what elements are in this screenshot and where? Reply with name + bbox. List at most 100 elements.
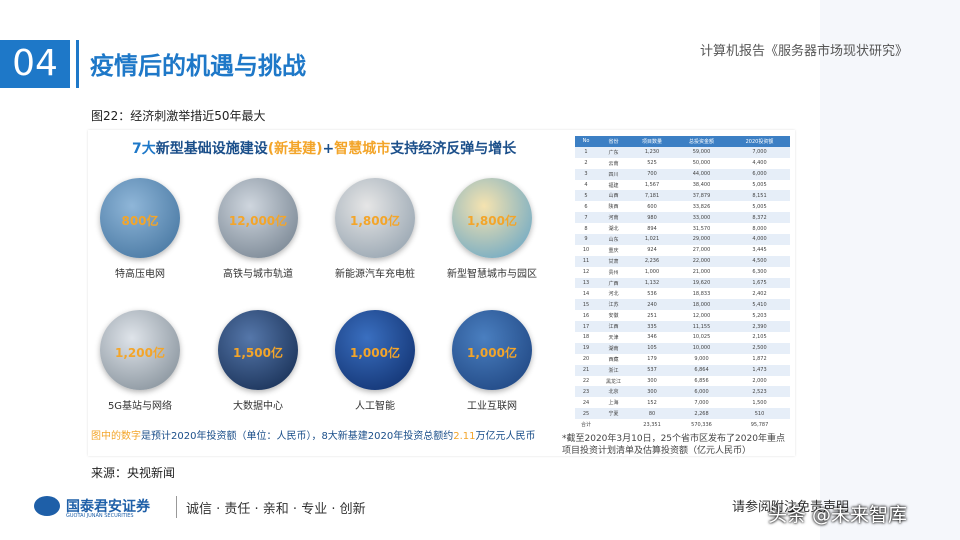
header-cell: No (575, 136, 598, 147)
table-cell (597, 419, 630, 430)
table-cell: 合计 (581, 422, 592, 429)
table-cell: 湖南 (597, 342, 631, 354)
table-cell: 22,000 (674, 255, 729, 267)
text-run: 智慧城市 (334, 141, 391, 157)
table-cell: 600 (647, 203, 657, 210)
table-cell: 27,000 (692, 247, 711, 254)
investment-table: No 省份 项目数量 总投资金额 2020投资额 1 广东 1,230 59,000 7,000 2… (575, 136, 790, 430)
table-cell: 12,000 (692, 312, 711, 319)
table-cell: 21,000 (692, 269, 711, 276)
figure-panel (88, 130, 795, 456)
table-cell: 浙江 (597, 364, 631, 376)
table-cell: 8 (584, 225, 588, 232)
table-cell: 河南 (597, 212, 631, 224)
table-cell: 2,523 (729, 386, 790, 398)
infographic-note: 图中的数字是预计2020年投资额（单位：人民币），8大新基建2020年投资总额约… (91, 427, 536, 442)
table-cell: 8,151 (729, 190, 790, 202)
table-cell: 37,879 (674, 190, 729, 202)
table-row: 22 黑龙江 300 6,856 2,000 (575, 376, 790, 387)
figure-caption: 图22：经济刺激举措近50年最大 (91, 109, 266, 123)
item-amount: 1,200亿 (115, 346, 165, 360)
item-image: 12,000亿 (218, 178, 298, 258)
table-cell: 山西 (597, 190, 631, 202)
table-cell: 23,351 (643, 421, 661, 428)
table-cell: 80 (630, 408, 675, 420)
table-cell: 700 (630, 168, 675, 180)
table-cell: 7,000 (729, 146, 790, 158)
item-label: 人工智能 (355, 401, 395, 412)
table-cell: 18,833 (692, 290, 711, 297)
table-cell: 7,000 (694, 399, 709, 406)
table-cell: 6,000 (674, 386, 729, 398)
table-cell: 924 (647, 247, 657, 254)
table-cell: 7 (575, 212, 598, 224)
table-cell: 1,473 (729, 364, 790, 376)
table-cell: 2,236 (630, 255, 675, 267)
logo-icon (34, 496, 60, 516)
table-cell: 2,500 (729, 342, 790, 354)
table-cell: 33,826 (692, 203, 711, 210)
table-row: 23 北京 300 6,000 2,523 (575, 386, 790, 398)
table-cell: 13 (575, 277, 598, 289)
report-title: 计算机报告《服务器市场现状研究》 (700, 44, 909, 59)
section-number: 04 (0, 40, 70, 88)
table-cell: 4 (584, 182, 588, 188)
table-cell: 黑龙江 (606, 378, 622, 385)
table-cell: 1,021 (630, 234, 675, 245)
table-cell: 江西 (597, 321, 631, 333)
table-cell: 31,570 (692, 225, 711, 232)
table-cell: 251 (647, 312, 657, 319)
table-row: 12 贵州 1,000 21,000 6,300 (575, 267, 790, 278)
table-cell: 59,000 (674, 146, 729, 158)
table-cell: 1,567 (644, 182, 660, 188)
table-cell: 10,000 (674, 342, 729, 354)
divider (76, 40, 79, 88)
table-cell: 23 (575, 386, 598, 398)
table-cell: 105 (630, 342, 675, 354)
table-row: 21 浙江 537 6,864 1,473 (575, 364, 790, 376)
table-cell: 3 (575, 168, 598, 180)
table-row: 20 西藏 179 9,000 1,872 (575, 354, 790, 365)
table-cell: 福建 (608, 182, 619, 189)
item-label: 新能源汽车充电桩 (335, 269, 415, 280)
item-label: 工业互联网 (467, 401, 517, 412)
item-image: 1,000亿 (335, 310, 415, 390)
item-image: 1,800亿 (452, 178, 532, 258)
table-cell: 19,620 (674, 277, 729, 289)
table-cell: 894 (647, 225, 657, 232)
text-run: 2.11 (453, 431, 476, 442)
table-cell: 179 (647, 356, 657, 363)
table-cell: 2,402 (752, 290, 767, 297)
table-cell: 重庆 (608, 247, 619, 254)
item-label: 5G基站与网络 (107, 401, 173, 412)
watermark: 头条 @未来智库 (768, 504, 908, 526)
table-cell: 4,000 (729, 234, 790, 245)
table-header: No 省份 项目数量 总投资金额 2020投资额 (575, 136, 790, 147)
table-cell: 江苏 (597, 299, 631, 311)
company-name-en: GUOTAI JUNAN SECURITIES (66, 513, 134, 519)
table-cell: 300 (647, 378, 657, 385)
table-cell: 1,000 (644, 269, 660, 276)
table-cell: 11,155 (674, 321, 729, 333)
table-cell: 3,445 (752, 247, 767, 254)
item-image: 1,200亿 (100, 310, 180, 390)
table-cell: 上海 (608, 400, 619, 407)
text-run: 7大 (132, 141, 156, 157)
table-row: 14 河北 536 18,833 2,402 (575, 288, 790, 299)
table-cell: 300 (630, 386, 675, 398)
bg-decoration (820, 0, 960, 540)
table-cell: 14 (582, 290, 590, 297)
item-label: 大数据中心 (233, 401, 283, 412)
item-amount: 1,800亿 (350, 214, 400, 228)
item-image: 1,500亿 (218, 310, 298, 390)
table-cell: 山东 (597, 234, 631, 245)
table-cell: 北京 (597, 386, 631, 398)
table-row: 24 上海 152 7,000 1,500 (575, 397, 790, 408)
table-row: 17 江西 335 11,155 2,390 (575, 321, 790, 333)
item-amount: 1,800亿 (467, 214, 517, 228)
table-row: 8 湖北 894 31,570 8,000 (575, 223, 790, 234)
item-amount: 1,000亿 (467, 346, 517, 360)
table-cell: 1,500 (752, 399, 767, 406)
text-run: 图中的数字 (91, 431, 141, 442)
infographic-title: 7大新型基础设施建设(新基建)+智慧城市支持经济反弹与增长 (132, 138, 516, 158)
